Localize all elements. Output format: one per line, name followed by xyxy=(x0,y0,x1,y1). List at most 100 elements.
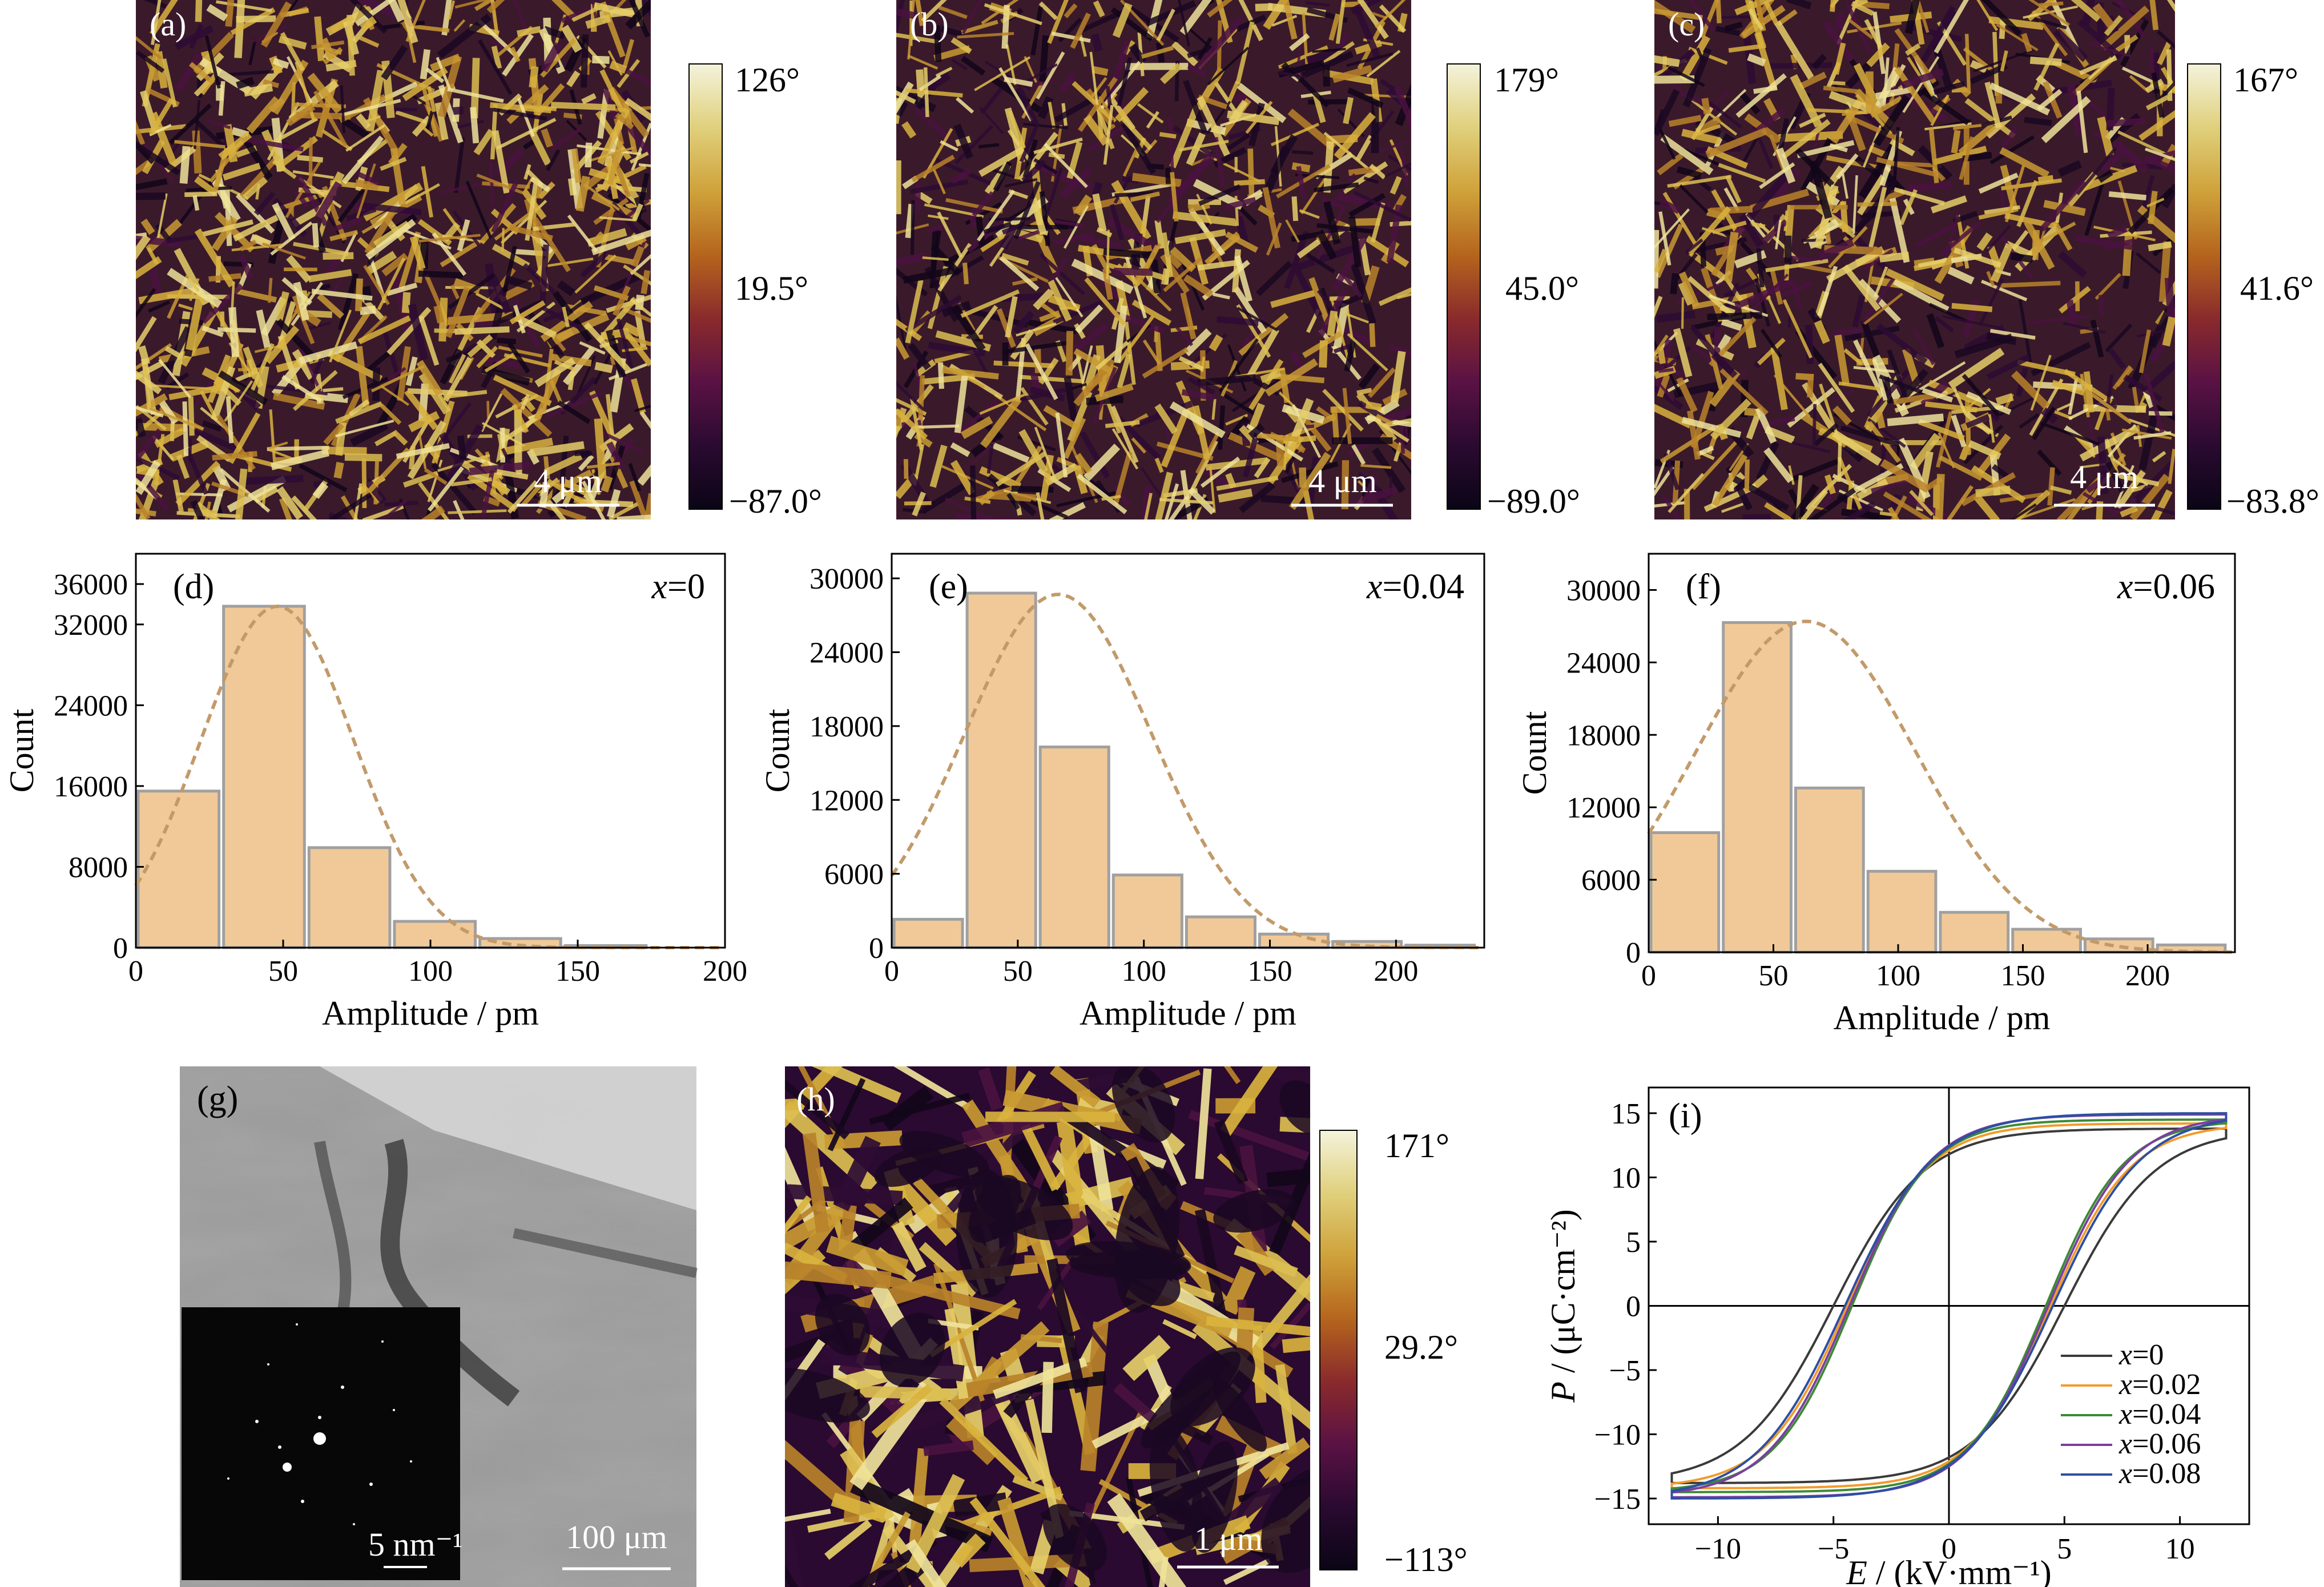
grain xyxy=(329,229,359,241)
grain xyxy=(1159,62,1182,84)
grain xyxy=(176,454,190,480)
grain xyxy=(1287,108,1336,151)
grain xyxy=(1654,75,1695,84)
grain xyxy=(2152,450,2166,463)
grain xyxy=(1109,204,1125,241)
grain xyxy=(1314,182,1359,193)
grain xyxy=(533,217,571,272)
grain xyxy=(212,450,257,461)
grain xyxy=(2099,295,2104,316)
grain xyxy=(136,417,146,438)
grain xyxy=(2021,33,2032,53)
grain xyxy=(585,142,593,168)
grain xyxy=(1314,205,1346,264)
grain xyxy=(138,345,150,365)
grain xyxy=(1375,413,1393,426)
grain xyxy=(561,25,582,53)
legend-value: =0.04 xyxy=(2132,1398,2201,1431)
grain xyxy=(1681,128,1721,145)
grain xyxy=(905,279,924,344)
grain xyxy=(539,482,550,508)
grain xyxy=(1260,369,1282,383)
grain xyxy=(583,322,632,373)
grain xyxy=(629,151,649,164)
grain xyxy=(1867,369,1910,418)
grain xyxy=(1889,198,1910,263)
grain xyxy=(2105,323,2133,353)
grain xyxy=(1162,1319,1197,1339)
grain xyxy=(225,396,234,444)
grain xyxy=(2112,0,2146,38)
x-axis-label: E / (kV·mm⁻¹) xyxy=(1846,1554,2052,1587)
grain xyxy=(521,482,543,507)
grain xyxy=(1278,0,1298,40)
grain xyxy=(896,30,939,44)
grain xyxy=(440,348,462,385)
grain xyxy=(1685,0,1715,33)
grain xyxy=(1695,47,1705,63)
grain xyxy=(1347,333,1388,372)
grain xyxy=(1217,20,1222,79)
grain xyxy=(1931,42,1953,88)
grain xyxy=(272,59,309,115)
grain xyxy=(416,360,443,396)
grain xyxy=(785,1260,892,1290)
grain xyxy=(408,303,428,361)
grain xyxy=(2017,0,2071,26)
grain xyxy=(2157,41,2172,66)
grain xyxy=(1322,64,1331,87)
grain xyxy=(622,39,634,68)
grain xyxy=(2093,225,2156,241)
grain xyxy=(1976,232,1993,251)
grain xyxy=(2117,130,2168,156)
grain xyxy=(1154,457,1164,473)
grain xyxy=(214,212,255,253)
grain xyxy=(2129,473,2170,519)
grain xyxy=(1848,18,1874,40)
panel-label: (e) xyxy=(929,567,968,606)
grain xyxy=(929,1299,1017,1358)
grain xyxy=(1840,425,1900,447)
grain xyxy=(1660,134,1714,175)
grain xyxy=(136,142,180,176)
grain xyxy=(1180,292,1197,340)
grain xyxy=(2081,165,2138,192)
grain xyxy=(1055,412,1068,478)
grain xyxy=(1668,473,1705,513)
grain xyxy=(212,465,231,492)
grain xyxy=(379,403,402,425)
grain xyxy=(340,85,346,134)
grain xyxy=(329,277,345,295)
grain xyxy=(2138,103,2175,141)
grain xyxy=(1358,363,1380,389)
grain xyxy=(136,119,146,146)
grain xyxy=(453,500,471,519)
grain xyxy=(1037,96,1054,119)
grain xyxy=(539,244,549,305)
grain xyxy=(1018,429,1048,474)
grain xyxy=(905,295,962,333)
grain xyxy=(457,219,470,252)
grain xyxy=(1747,53,1766,67)
colorbar xyxy=(1447,63,1481,510)
grain xyxy=(365,447,410,496)
grain xyxy=(606,441,625,470)
grain xyxy=(1866,42,1890,67)
panel-label: (h) xyxy=(796,1081,835,1118)
grain xyxy=(2133,455,2175,503)
x-tick-label: 150 xyxy=(2001,960,2045,992)
grain xyxy=(253,191,276,216)
grain xyxy=(1335,0,1348,45)
grain xyxy=(146,247,159,265)
grain xyxy=(1657,373,1671,398)
grain xyxy=(2029,57,2062,66)
grain xyxy=(1285,219,1300,243)
grain xyxy=(2095,501,2104,519)
grain xyxy=(1388,344,1411,361)
legend-label: x=0.06 xyxy=(2118,1428,2201,1460)
diffraction-spot xyxy=(313,1432,326,1445)
grain xyxy=(896,89,916,104)
grain xyxy=(1773,374,1811,418)
grain xyxy=(1668,66,1705,87)
grain xyxy=(440,239,481,268)
